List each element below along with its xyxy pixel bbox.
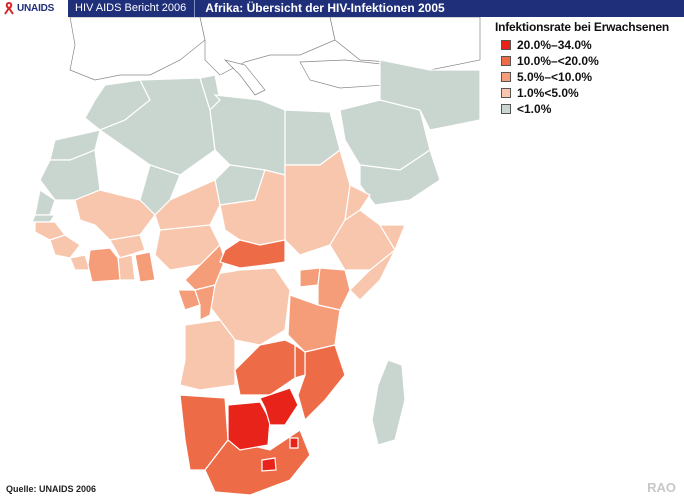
country-italy: [223, 59, 266, 96]
country-liberia: [69, 254, 91, 271]
legend-swatch: [501, 104, 511, 114]
legend-item: <1.0%: [495, 101, 680, 117]
country-togo-benin: [134, 251, 156, 283]
region-north-africa: [31, 59, 481, 446]
legend-item: 5.0%–<10.0%: [495, 69, 680, 85]
region-moderate: [87, 243, 351, 353]
unaids-logo: UNAIDS: [0, 0, 69, 17]
region-very-high: [227, 387, 299, 472]
red-ribbon-icon: [4, 2, 14, 15]
legend-label: 5.0%–<10.0%: [517, 70, 593, 84]
country-zimbabwe: [259, 387, 299, 426]
country-somalia: [349, 224, 406, 301]
country-gambia-low: [31, 214, 57, 223]
country-kenya: [317, 267, 351, 311]
country-guinea: [49, 234, 81, 259]
legend-swatch: [501, 40, 511, 50]
country-ghana: [117, 254, 136, 281]
country-congo: [194, 284, 216, 321]
country-drc: [204, 267, 291, 346]
legend-label: 1.0%<5.0%: [517, 86, 579, 100]
country-mideast-2: [379, 59, 481, 131]
country-eritrea: [344, 184, 371, 222]
legend-title: Infektionsrate bei Erwachsenen: [495, 20, 670, 34]
logo-text: UNAIDS: [17, 3, 55, 14]
map-legend: Infektionsrate bei Erwachsenen 20.0%–34.…: [495, 20, 680, 117]
country-ivory-coast: [87, 247, 121, 283]
legend-item: 10.0%–<20.0%: [495, 53, 680, 69]
legend-item: 1.0%<5.0%: [495, 85, 680, 101]
country-lesotho: [261, 457, 277, 472]
country-car: [219, 239, 286, 269]
region-low-moderate: [34, 148, 406, 391]
legend-swatch: [501, 72, 511, 82]
legend-swatch: [501, 88, 511, 98]
legend-label: <1.0%: [517, 102, 552, 116]
country-botswana: [227, 401, 271, 451]
africa-map: [31, 17, 481, 496]
country-zambia: [234, 339, 296, 396]
report-title: HIV AIDS Bericht 2006: [69, 0, 196, 17]
header-bar: UNAIDS HIV AIDS Bericht 2006 Afrika: Übe…: [0, 0, 684, 17]
region-high: [179, 239, 346, 496]
country-arabia-south: [359, 149, 441, 206]
region-europe-mideast: [69, 17, 481, 96]
source-credit: Quelle: UNAIDS 2006: [6, 484, 97, 494]
country-greece-turkey: [299, 59, 391, 89]
country-angola: [179, 319, 236, 391]
country-libya: [209, 94, 286, 176]
legend-item: 20.0%–34.0%: [495, 37, 680, 53]
country-mozambique: [297, 344, 346, 422]
country-uganda: [299, 267, 321, 288]
country-burkina: [109, 234, 146, 259]
watermark: RAO: [647, 480, 676, 495]
country-europe-west: [69, 17, 206, 81]
map-title: Afrika: Übersicht der HIV-Infektionen 20…: [205, 1, 445, 15]
legend-swatch: [501, 56, 511, 66]
legend-label: 20.0%–34.0%: [517, 38, 592, 52]
country-swaziland: [289, 437, 299, 449]
country-madagascar: [371, 359, 406, 446]
legend-label: 10.0%–<20.0%: [517, 54, 599, 68]
